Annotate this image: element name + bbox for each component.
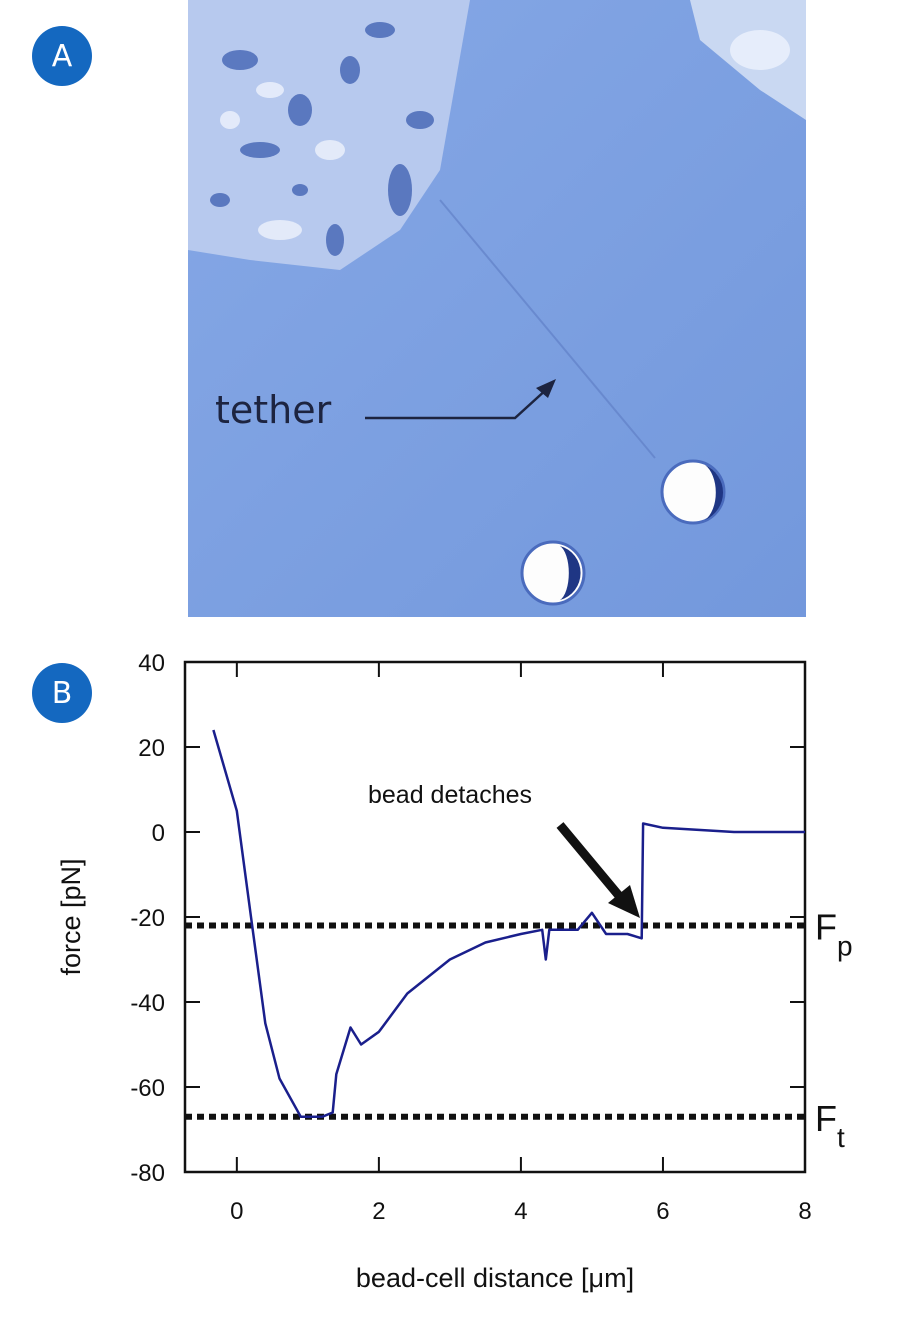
panel-badge: A: [32, 26, 92, 86]
reference-label: Ft: [815, 1098, 845, 1153]
y-tick-label: -60: [130, 1075, 165, 1102]
x-tick-label: 2: [372, 1198, 385, 1225]
y-tick-label: 20: [138, 735, 165, 762]
annotation-arrowhead: [608, 885, 640, 918]
y-tick-label: -40: [130, 990, 165, 1017]
panel-label: A: [52, 39, 73, 74]
image-annotation: tether: [215, 388, 332, 432]
y-tick-label: -80: [130, 1160, 165, 1187]
annotation-arrow: [556, 822, 629, 906]
plot-frame: [183, 660, 807, 1174]
reference-symbol: F: [815, 907, 837, 948]
panel-badge: B: [32, 663, 92, 723]
reference-subscript: t: [837, 1122, 845, 1153]
reference-subscript: p: [837, 931, 853, 962]
annotation: bead detaches: [368, 781, 532, 809]
micrograph: tether: [188, 0, 806, 617]
data-line: [212, 729, 805, 1119]
reference-symbol: F: [815, 1098, 837, 1139]
x-tick-label: 8: [798, 1198, 811, 1225]
y-tick-label: 0: [152, 820, 165, 847]
chart: bead-cell distance [μm] force [pN] bead …: [56, 650, 853, 1293]
panel-label: B: [52, 676, 73, 711]
x-tick-label: 0: [230, 1198, 243, 1225]
reference-label: Fp: [815, 907, 853, 962]
y-tick-label: -20: [130, 905, 165, 932]
y-axis-label: force [pN]: [56, 858, 86, 975]
x-tick-label: 6: [656, 1198, 669, 1225]
x-axis-label: bead-cell distance [μm]: [356, 1263, 634, 1293]
x-tick-label: 4: [514, 1198, 527, 1225]
y-tick-label: 40: [138, 650, 165, 677]
